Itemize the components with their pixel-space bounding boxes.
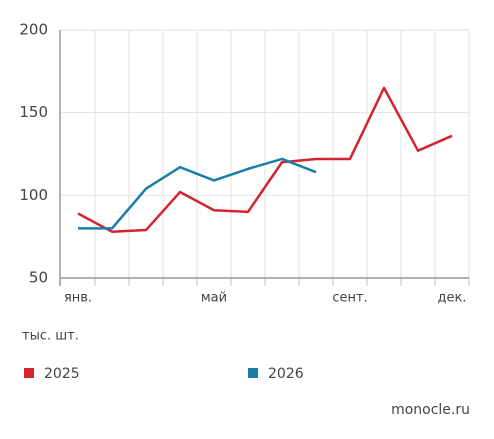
line-series [78,157,317,230]
x-tick-label: янв. [64,291,92,306]
y-tick-label: 150 [19,103,48,121]
x-tick-label: дек. [438,291,467,306]
legend-label: 2025 [44,366,80,382]
legend-swatch [24,368,34,378]
legend-label: 2026 [268,366,304,382]
y-unit-label: тыс. шт. [22,329,79,344]
source: monocle.ru [391,402,470,418]
y-tick-label: 100 [19,186,48,204]
x-tick-label: сент. [332,291,367,306]
x-tick-label: май [201,291,227,306]
line-series [77,86,453,233]
legend-swatch [248,368,258,378]
y-tick-label: 200 [19,21,48,39]
y-tick-label: 50 [29,269,48,287]
